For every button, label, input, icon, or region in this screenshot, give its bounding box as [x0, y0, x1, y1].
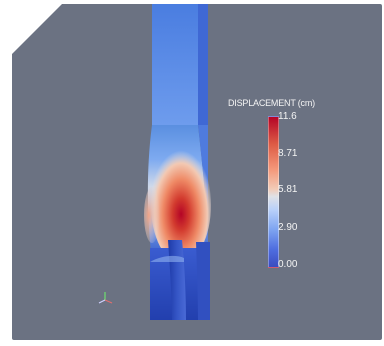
color-legend-bar [268, 116, 279, 268]
column-base-right-side [196, 242, 210, 320]
legend-tick-2: 8.71 [278, 148, 298, 159]
column-mid-side [198, 125, 208, 240]
buckle-hotspot [151, 147, 211, 263]
axes-orientation-icon[interactable] [95, 288, 115, 308]
column-base-shade [150, 255, 184, 262]
column-upper-side [198, 4, 208, 125]
legend-tick-4: 2.90 [278, 222, 298, 233]
buckle-side-glow [144, 187, 160, 243]
legend-tick-3: 5.81 [278, 184, 298, 195]
legend-title: DISPLACEMENT (cm) [228, 98, 315, 108]
legend-tick-min: 0.00 [278, 259, 298, 270]
corner-fold [12, 4, 62, 54]
column-upper-front [152, 4, 198, 125]
legend-tick-max: 11.6 [278, 111, 297, 122]
